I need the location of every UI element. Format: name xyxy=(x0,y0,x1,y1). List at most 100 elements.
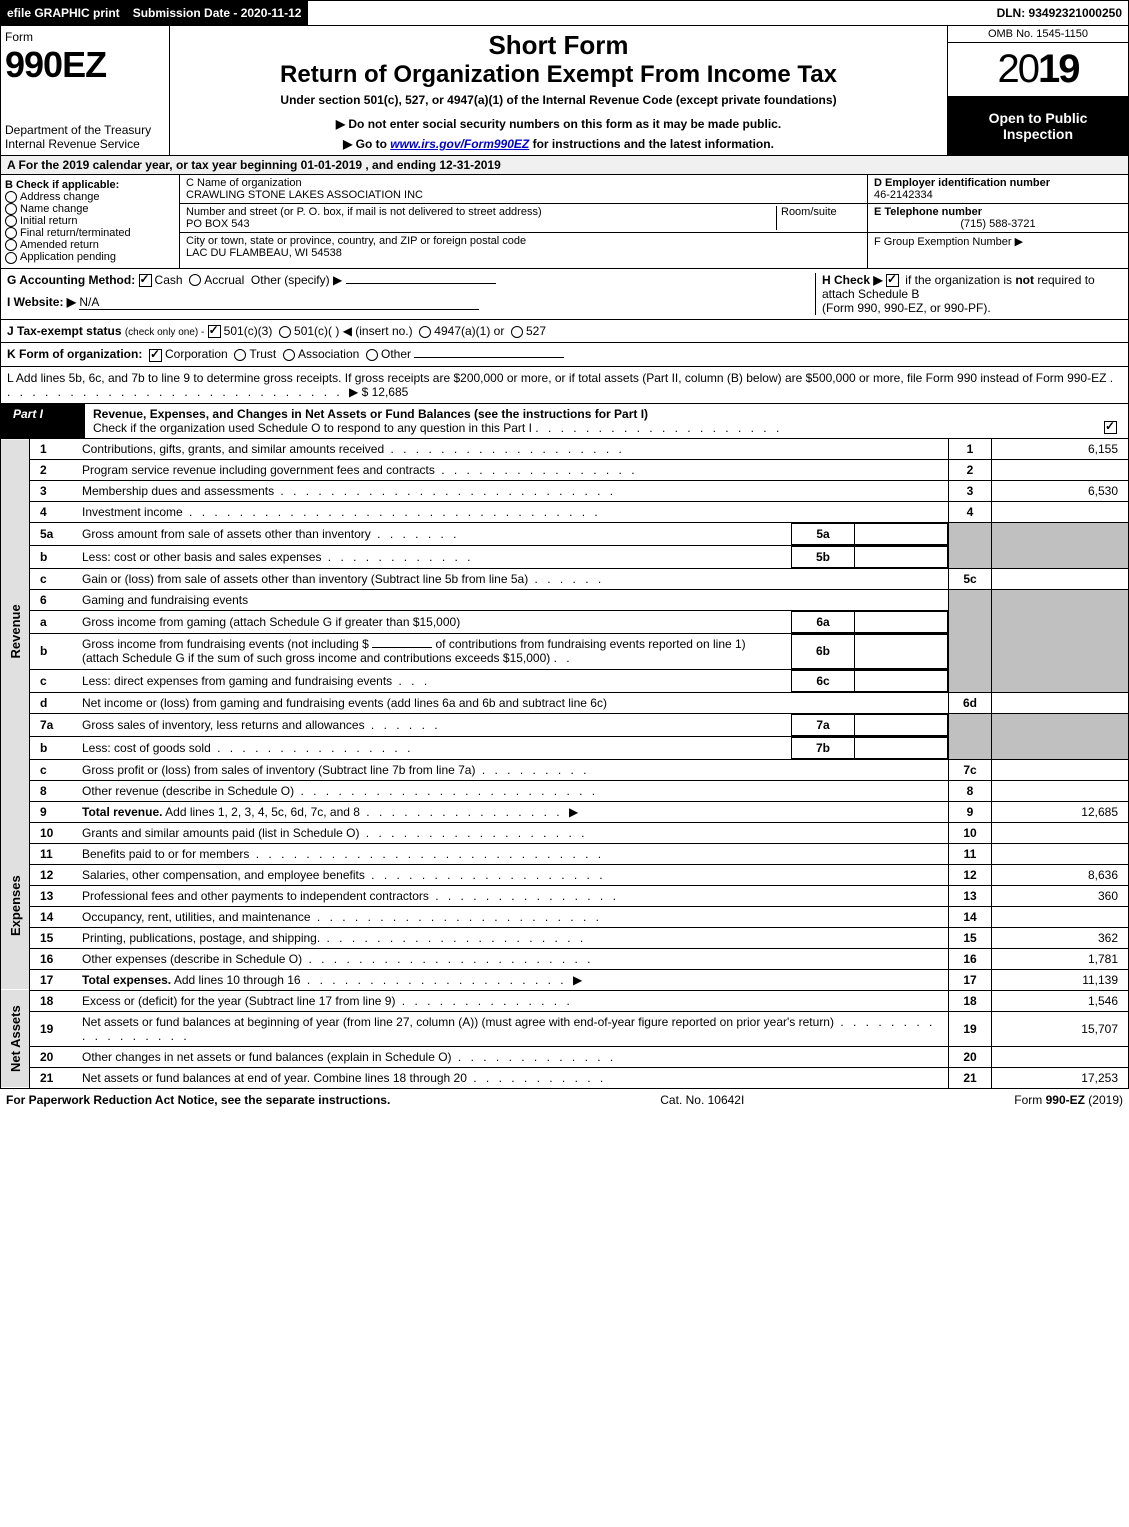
cash-checkbox[interactable] xyxy=(139,274,152,287)
return-title: Return of Organization Exempt From Incom… xyxy=(174,61,943,89)
line-num: 16 xyxy=(30,948,77,969)
phone-value: (715) 588-3721 xyxy=(874,218,1122,230)
other-org-radio[interactable] xyxy=(366,349,378,361)
line-num: 13 xyxy=(30,885,77,906)
accrual-label: Accrual xyxy=(204,273,244,287)
line-value xyxy=(992,501,1129,522)
address-change-label: Address change xyxy=(20,191,100,203)
irs-link[interactable]: www.irs.gov/Form990EZ xyxy=(390,137,529,151)
line-value xyxy=(992,459,1129,480)
501c3-checkbox[interactable] xyxy=(208,325,221,338)
initial-return-radio[interactable] xyxy=(5,215,17,227)
address-change-radio[interactable] xyxy=(5,191,17,203)
section-h-label: H Check ▶ xyxy=(822,273,883,287)
line-num: b xyxy=(30,736,77,759)
form-label: Form xyxy=(5,30,165,44)
line-value: 17,253 xyxy=(992,1067,1129,1088)
line-value xyxy=(992,906,1129,927)
part1-check-text: Check if the organization used Schedule … xyxy=(93,421,532,435)
assoc-radio[interactable] xyxy=(283,349,295,361)
part1-table: Revenue 1 Contributions, gifts, grants, … xyxy=(0,439,1129,1089)
line-num: 18 xyxy=(30,990,77,1011)
section-l-value: ▶ $ 12,685 xyxy=(349,385,408,399)
accrual-radio[interactable] xyxy=(189,274,201,286)
line-value: 6,155 xyxy=(992,439,1129,460)
line-value: 1,781 xyxy=(992,948,1129,969)
line-value: 15,707 xyxy=(992,1011,1129,1046)
501c-label: 501(c)( ) ◀ (insert no.) xyxy=(294,324,413,338)
trust-radio[interactable] xyxy=(234,349,246,361)
line-text: Gain or (loss) from sale of assets other… xyxy=(82,572,528,586)
amended-radio[interactable] xyxy=(5,239,17,251)
4947-radio[interactable] xyxy=(419,326,431,338)
netassets-side-label: Net Assets xyxy=(1,990,30,1088)
line-value: 6,530 xyxy=(992,480,1129,501)
line-text: Gaming and fundraising events xyxy=(76,589,949,610)
line-num: 8 xyxy=(30,780,77,801)
catalog-number: Cat. No. 10642I xyxy=(660,1093,744,1107)
line-box: 1 xyxy=(949,439,992,460)
sub-box: 6b xyxy=(792,634,855,668)
line-text: Less: direct expenses from gaming and fu… xyxy=(82,674,392,688)
form-footer: Form 990-EZ (2019) xyxy=(1014,1093,1123,1107)
line-box: 4 xyxy=(949,501,992,522)
open-inspection: Open to Public Inspection xyxy=(948,97,1128,155)
line-box: 10 xyxy=(949,822,992,843)
527-radio[interactable] xyxy=(511,326,523,338)
line-text: Gross sales of inventory, less returns a… xyxy=(82,718,365,732)
line-num: c xyxy=(30,669,77,692)
schedule-o-checkbox[interactable] xyxy=(1104,421,1117,434)
line-box: 18 xyxy=(949,990,992,1011)
line-text: Program service revenue including govern… xyxy=(82,463,435,477)
line-text: Net assets or fund balances at end of ye… xyxy=(82,1071,467,1085)
line-text: Professional fees and other payments to … xyxy=(82,889,429,903)
line-num: b xyxy=(30,545,77,568)
line-box: 20 xyxy=(949,1046,992,1067)
line-num: 5a xyxy=(30,522,77,545)
line-num: d xyxy=(30,692,77,713)
trust-label: Trust xyxy=(249,347,276,361)
efile-print-button[interactable]: efile GRAPHIC print xyxy=(1,1,127,25)
sub-box: 6a xyxy=(792,611,855,632)
sub-box: 6c xyxy=(792,670,855,691)
pending-radio[interactable] xyxy=(5,252,17,264)
schedule-b-checkbox[interactable] xyxy=(886,274,899,287)
line-num: c xyxy=(30,568,77,589)
line-num: 12 xyxy=(30,864,77,885)
final-return-radio[interactable] xyxy=(5,227,17,239)
assoc-label: Association xyxy=(298,347,359,361)
527-label: 527 xyxy=(526,324,546,338)
org-form-row: K Form of organization: Corporation Trus… xyxy=(0,343,1129,366)
line-value: 362 xyxy=(992,927,1129,948)
line-num: 17 xyxy=(30,969,77,990)
line-text: Printing, publications, postage, and shi… xyxy=(82,931,320,945)
501c-radio[interactable] xyxy=(279,326,291,338)
section-j-note: (check only one) - xyxy=(125,327,204,338)
line-text: Other revenue (describe in Schedule O) xyxy=(82,784,294,798)
line-text: Other expenses (describe in Schedule O) xyxy=(82,952,302,966)
expenses-side-label: Expenses xyxy=(1,822,30,990)
top-bar: efile GRAPHIC print Submission Date - 20… xyxy=(0,0,1129,26)
line-num: 1 xyxy=(30,439,77,460)
name-change-radio[interactable] xyxy=(5,203,17,215)
sub-box: 7a xyxy=(792,714,855,735)
tax-exempt-row: J Tax-exempt status (check only one) - 5… xyxy=(0,320,1129,343)
line-box: 9 xyxy=(949,801,992,822)
paperwork-notice: For Paperwork Reduction Act Notice, see … xyxy=(6,1093,390,1107)
line-text: Benefits paid to or for members xyxy=(82,847,249,861)
line-num: 11 xyxy=(30,843,77,864)
line-num: 19 xyxy=(30,1011,77,1046)
line-value xyxy=(992,780,1129,801)
corp-checkbox[interactable] xyxy=(149,349,162,362)
section-i-label: I Website: ▶ xyxy=(7,295,76,309)
line-box: 2 xyxy=(949,459,992,480)
line-num: c xyxy=(30,759,77,780)
addr-value: PO BOX 543 xyxy=(186,218,776,230)
line-text: Excess or (deficit) for the year (Subtra… xyxy=(82,994,395,1008)
section-b-label: B Check if applicable: xyxy=(5,179,175,191)
line-num: 3 xyxy=(30,480,77,501)
line-box: 6d xyxy=(949,692,992,713)
other-specify-label: Other (specify) ▶ xyxy=(251,273,342,287)
line-text: Net assets or fund balances at beginning… xyxy=(82,1015,834,1029)
line-value: 1,546 xyxy=(992,990,1129,1011)
